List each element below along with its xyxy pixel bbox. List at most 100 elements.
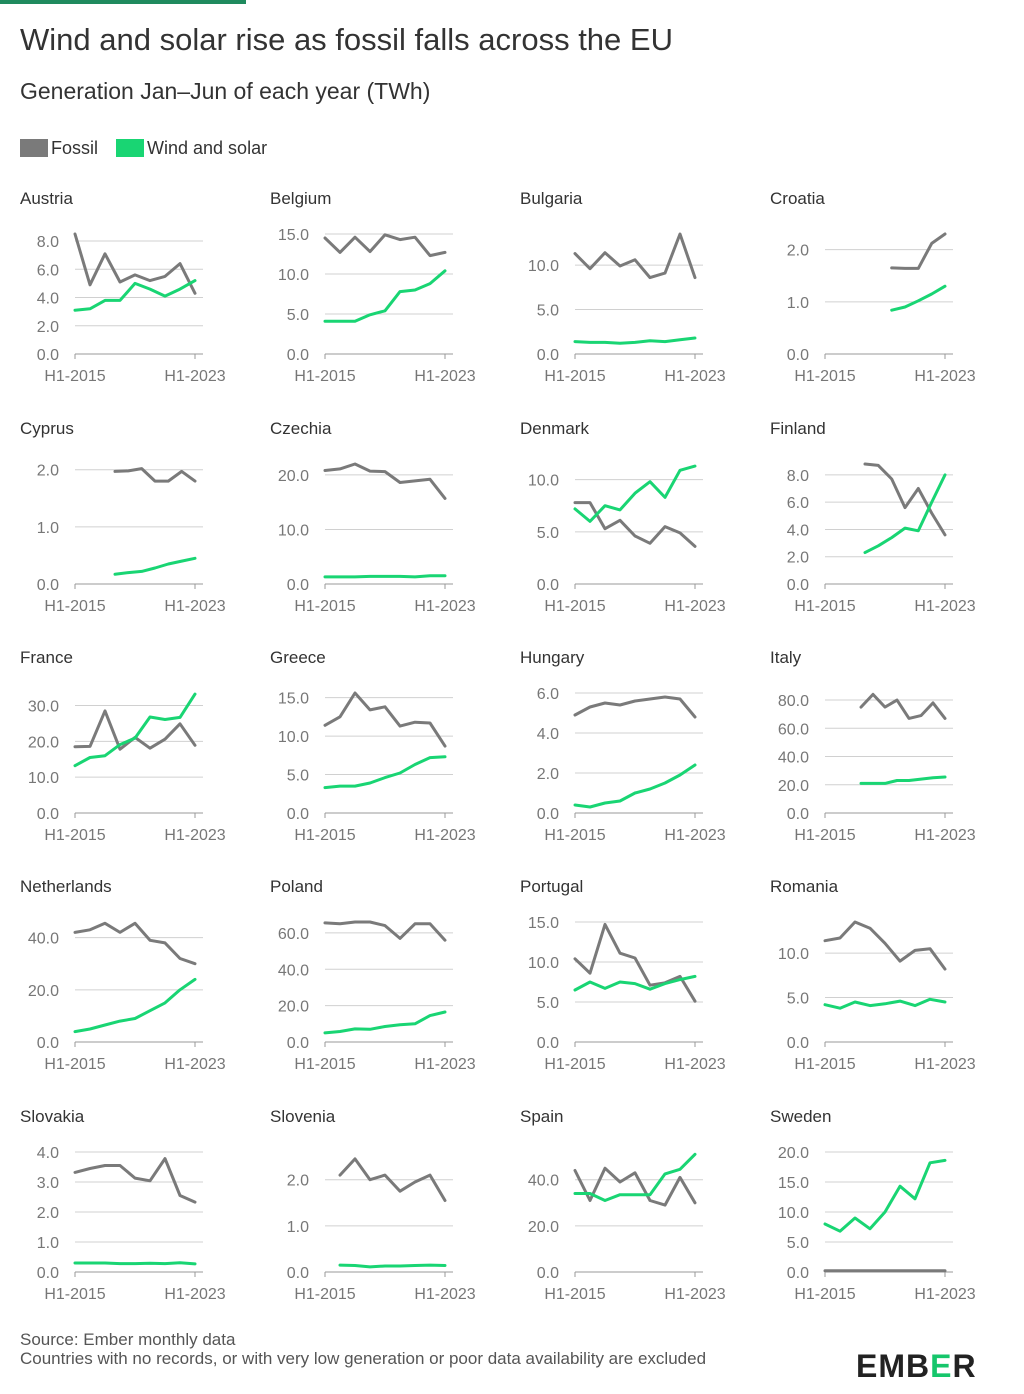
panel-greece: Greece 0.0 5.0 10.0 15.0 H1-2015 H1-2023 [270, 648, 476, 844]
y-tick-label: 10.0 [778, 1205, 809, 1222]
y-tick-label: 5.0 [287, 768, 309, 785]
y-tick-label: 2.0 [37, 319, 59, 336]
y-tick-label: 10.0 [528, 473, 559, 490]
x-tick-label: H1-2023 [414, 368, 475, 385]
panel-title: Greece [270, 648, 326, 667]
series-line-fossil [323, 462, 447, 500]
y-tick-label: 4.0 [37, 1145, 59, 1162]
panel-title: France [20, 648, 73, 667]
panel-title: Spain [520, 1107, 563, 1126]
legend-swatch-wind-solar [116, 139, 145, 157]
x-tick-label: H1-2023 [664, 1056, 725, 1073]
y-tick-label: 10.0 [528, 258, 559, 275]
footer: Source: Ember monthly data Countries wit… [20, 1330, 780, 1368]
y-tick-label: 60.0 [778, 721, 809, 738]
legend: Fossil Wind and solar [20, 136, 285, 160]
series-line-wind-and-solar [823, 1158, 947, 1233]
panel-title: Croatia [770, 189, 825, 208]
x-tick-label: H1-2015 [44, 368, 105, 385]
x-tick-label: H1-2023 [164, 827, 225, 844]
y-tick-label: 30.0 [28, 699, 59, 716]
y-tick-label: 10.0 [278, 729, 309, 746]
y-tick-label: 2.0 [787, 243, 809, 260]
y-tick-label: 20.0 [778, 778, 809, 795]
brand-accent-bar [0, 0, 246, 4]
series-line-fossil [323, 691, 447, 748]
x-tick-label: H1-2015 [294, 1286, 355, 1303]
series-line-fossil [863, 462, 947, 537]
panel-title: Hungary [520, 648, 585, 667]
series-line-wind-and-solar [113, 556, 197, 576]
panel-title: Bulgaria [520, 189, 583, 208]
series-line-wind-and-solar [73, 279, 197, 312]
y-tick-label: 0.0 [287, 806, 309, 823]
panel-title: Denmark [520, 419, 589, 438]
panel-title: Romania [770, 877, 839, 896]
series-line-fossil [113, 467, 197, 483]
panel-netherlands: Netherlands 0.0 20.0 40.0 H1-2015 H1-2023 [20, 877, 226, 1073]
y-tick-label: 6.0 [787, 495, 809, 512]
y-tick-label: 0.0 [37, 347, 59, 364]
x-tick-label: H1-2023 [414, 827, 475, 844]
series-line-wind-and-solar [573, 974, 697, 992]
x-tick-label: H1-2023 [664, 827, 725, 844]
y-tick-label: 2.0 [537, 766, 559, 783]
series-line-wind-and-solar [573, 763, 697, 809]
y-tick-label: 20.0 [528, 1219, 559, 1236]
y-tick-label: 8.0 [37, 234, 59, 251]
x-tick-label: H1-2023 [164, 1286, 225, 1303]
panel-title: Czechia [270, 419, 332, 438]
x-tick-label: H1-2023 [914, 598, 975, 615]
y-tick-label: 0.0 [287, 1035, 309, 1052]
series-line-wind-and-solar [73, 1261, 197, 1266]
panel-czechia: Czechia 0.0 10.0 20.0 H1-2015 H1-2023 [270, 419, 476, 615]
y-tick-label: 10.0 [278, 267, 309, 284]
panel-title: Netherlands [20, 877, 112, 896]
y-tick-label: 5.0 [787, 1235, 809, 1252]
y-tick-label: 2.0 [37, 463, 59, 480]
legend-item-wind-solar: Wind and solar [116, 138, 267, 159]
series-line-fossil [73, 232, 197, 295]
y-tick-label: 6.0 [537, 686, 559, 703]
x-tick-label: H1-2023 [664, 1286, 725, 1303]
panel-slovenia: Slovenia 0.0 1.0 2.0 H1-2015 H1-2023 [270, 1107, 476, 1303]
y-tick-label: 4.0 [537, 726, 559, 743]
x-tick-label: H1-2023 [914, 827, 975, 844]
x-tick-label: H1-2023 [414, 598, 475, 615]
series-line-wind-and-solar [573, 1152, 697, 1202]
y-tick-label: 4.0 [787, 522, 809, 539]
y-tick-label: 2.0 [787, 550, 809, 567]
y-tick-label: 0.0 [287, 577, 309, 594]
x-tick-label: H1-2015 [44, 1286, 105, 1303]
series-line-wind-and-solar [323, 1010, 447, 1035]
y-tick-label: 10.0 [778, 946, 809, 963]
panel-france: France 0.0 10.0 20.0 30.0 H1-2015 H1-2023 [20, 648, 226, 844]
series-line-fossil [73, 921, 197, 966]
series-line-wind-and-solar [573, 336, 697, 345]
y-tick-label: 2.0 [37, 1205, 59, 1222]
y-tick-label: 0.0 [37, 1265, 59, 1282]
panel-title: Cyprus [20, 419, 74, 438]
y-tick-label: 5.0 [537, 995, 559, 1012]
y-tick-label: 0.0 [537, 347, 559, 364]
panel-italy: Italy 0.0 20.0 40.0 60.0 80.0 H1-2015 H1-2023 [770, 648, 976, 844]
y-tick-label: 40.0 [278, 962, 309, 979]
series-line-wind-and-solar [323, 755, 447, 790]
x-tick-label: H1-2015 [294, 598, 355, 615]
ember-logo: EMBER [856, 1348, 977, 1385]
logo-text-mid: E [930, 1348, 953, 1384]
panel-poland: Poland 0.0 20.0 40.0 60.0 H1-2015 H1-2023 [270, 877, 476, 1073]
y-tick-label: 2.0 [287, 1173, 309, 1190]
y-tick-label: 40.0 [28, 931, 59, 948]
series-line-wind-and-solar [573, 464, 697, 523]
x-tick-label: H1-2023 [914, 1056, 975, 1073]
y-tick-label: 15.0 [278, 227, 309, 244]
x-tick-label: H1-2015 [794, 827, 855, 844]
y-tick-label: 1.0 [287, 1219, 309, 1236]
y-tick-label: 0.0 [37, 806, 59, 823]
x-tick-label: H1-2015 [44, 1056, 105, 1073]
panel-title: Finland [770, 419, 826, 438]
series-line-wind-and-solar [863, 473, 947, 555]
y-tick-label: 40.0 [778, 750, 809, 767]
series-line-fossil [573, 501, 697, 548]
